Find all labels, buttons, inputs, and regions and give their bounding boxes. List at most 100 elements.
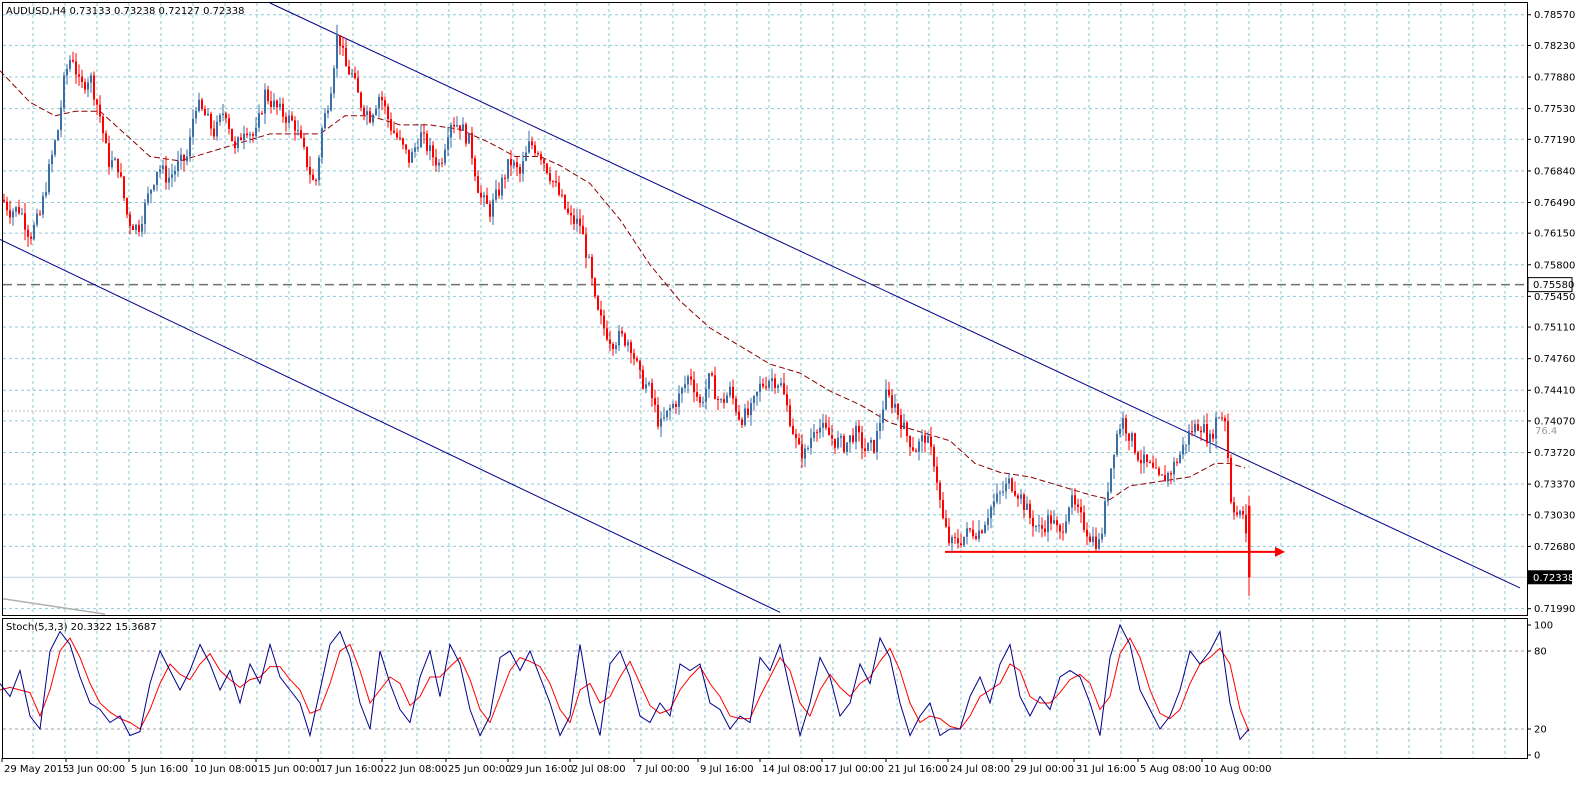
candle-bear [1125, 418, 1127, 434]
candle-bull [1119, 428, 1121, 435]
candle-bear [912, 447, 914, 451]
candle-bear [1170, 472, 1172, 475]
candle-bear [1134, 433, 1136, 453]
candle-bull [618, 331, 620, 346]
time-tick-label: 25 Jun 00:00 [448, 764, 512, 775]
candle-bull [1101, 533, 1103, 540]
time-tick-label: 3 Jun 00:00 [68, 764, 125, 775]
candle-bear [477, 176, 479, 193]
candle-bear [630, 342, 632, 354]
candle-bear [1149, 462, 1151, 463]
candle-bull [813, 432, 815, 438]
candle-bull [438, 162, 440, 166]
candle-bear [561, 194, 563, 196]
candle-bear [369, 111, 371, 123]
candle-bear [306, 147, 308, 167]
candle-bear [591, 256, 593, 279]
candle-bear [234, 141, 236, 149]
candle-bear [183, 154, 185, 161]
candle-bull [192, 118, 194, 137]
candle-bull [780, 383, 782, 386]
candle-bear [942, 499, 944, 519]
candle-bull [15, 207, 17, 212]
candle-bear [642, 369, 644, 389]
candle-bull [411, 151, 413, 163]
candle-bull [1092, 536, 1094, 542]
candle-bull [180, 154, 182, 161]
candle-bear [606, 328, 608, 340]
candle-bear [537, 153, 539, 155]
candle-bear [555, 181, 557, 183]
stoch-tick-label: 20 [1534, 725, 1547, 736]
price-tick-label: 0.73030 [1534, 510, 1575, 521]
candle-bear [774, 378, 776, 388]
candle-bear [540, 154, 542, 160]
candle-bear [405, 144, 407, 150]
candle-bull [1113, 454, 1115, 469]
candle-bear [96, 99, 98, 105]
candle-bear [270, 101, 272, 107]
candle-bear [423, 132, 425, 134]
candle-bull [57, 130, 59, 141]
candle-bear [930, 436, 932, 447]
candle-bear [486, 195, 488, 204]
candle-bull [708, 373, 710, 389]
fib-level-tag: 76.4 [1535, 426, 1557, 437]
candle-bull [1107, 491, 1109, 502]
candle-bear [816, 432, 818, 434]
candle-bear [939, 482, 941, 500]
candle-bull [987, 518, 989, 525]
candle-bear [1161, 474, 1163, 476]
candle-bull [378, 96, 380, 109]
candle-bear [900, 415, 902, 429]
candle-bull [288, 115, 290, 123]
candle-bear [1158, 468, 1160, 475]
candle-bear [9, 210, 11, 218]
time-tick-label: 14 Jul 08:00 [762, 764, 822, 775]
time-tick-label: 10 Aug 00:00 [1204, 764, 1271, 775]
price-tick-label: 0.71990 [1534, 604, 1575, 615]
candle-bear [747, 408, 749, 415]
candle-bull [48, 164, 50, 193]
candle-bear [39, 213, 41, 215]
candle-bull [45, 192, 47, 196]
candle-bear [825, 422, 827, 428]
candle-bull [705, 388, 707, 402]
price-tick-label: 0.76150 [1534, 229, 1575, 240]
candle-bear [558, 182, 560, 195]
candle-bear [639, 360, 641, 370]
candle-bull [450, 124, 452, 138]
candle-bull [135, 224, 137, 230]
candle-bull [351, 73, 353, 75]
candle-bear [1224, 418, 1226, 422]
candle-bull [237, 137, 239, 148]
candle-bear [792, 425, 794, 434]
candle-bear [789, 405, 791, 426]
grey-trend-line [2, 598, 106, 615]
price-tick-label: 0.74760 [1534, 354, 1575, 365]
candle-bear [345, 47, 347, 67]
candle-bull [1116, 434, 1118, 455]
candle-bull [1194, 424, 1196, 433]
candle-bear [1095, 536, 1097, 549]
time-tick-label: 15 Jun 00:00 [258, 764, 322, 775]
candle-bear [246, 133, 248, 136]
candle-bear [309, 166, 311, 175]
candle-bull [669, 407, 671, 411]
candle-bull [462, 124, 464, 131]
candle-bear [426, 133, 428, 151]
candle-bull [1068, 507, 1070, 522]
stoch-tick-label: 0 [1534, 751, 1540, 762]
candle-bear [1062, 531, 1064, 533]
candle-bull [159, 169, 161, 172]
candle-bull [114, 158, 116, 161]
candle-bear [1017, 495, 1019, 499]
candle-bull [753, 396, 755, 403]
candle-bull [855, 425, 857, 442]
candle-bull [21, 213, 23, 215]
candle-bull [771, 378, 773, 381]
candle-bear [117, 158, 119, 173]
support-arrow-head [1275, 546, 1285, 557]
